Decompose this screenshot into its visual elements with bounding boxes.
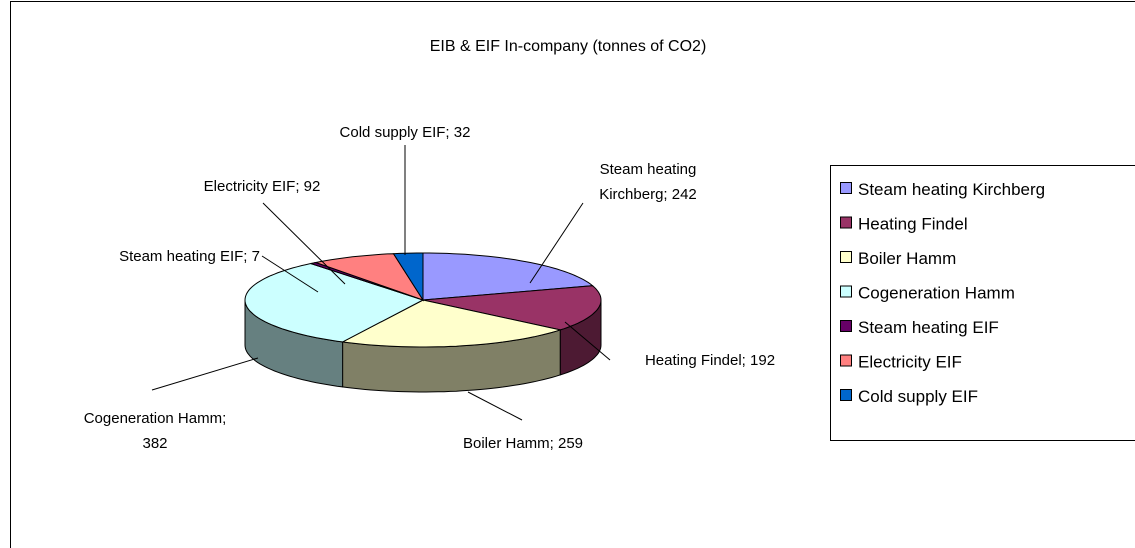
data-label: Steam heating Kirchberg; 242 bbox=[599, 161, 697, 203]
chart-title: EIB & EIF In-company (tonnes of CO2) bbox=[430, 38, 707, 55]
legend-label: Cogeneration Hamm bbox=[858, 284, 1015, 303]
legend-swatch bbox=[840, 182, 852, 194]
pie-slice bbox=[422, 285, 602, 331]
pie-slice bbox=[422, 252, 594, 301]
pie-slice bbox=[313, 253, 425, 301]
leader-line bbox=[564, 321, 611, 361]
pie-slice bbox=[244, 262, 425, 343]
pie-slice bbox=[392, 252, 424, 302]
legend-label: Cold supply EIF bbox=[858, 387, 978, 406]
legend-swatch bbox=[840, 216, 852, 229]
legend-label: Boiler Hamm bbox=[858, 249, 956, 268]
data-label: Heating Findel; 192 bbox=[644, 352, 776, 369]
legend-swatch bbox=[840, 320, 852, 332]
leader-line bbox=[467, 391, 523, 421]
legend-swatch bbox=[840, 251, 852, 263]
legend-box bbox=[830, 165, 1135, 441]
data-label: Electricity EIF; 92 bbox=[203, 178, 321, 195]
data-label: Cogeneration Hamm; 382 bbox=[83, 410, 227, 452]
pie-slice bbox=[340, 299, 563, 348]
leader-line bbox=[261, 255, 319, 293]
legend-swatch bbox=[840, 354, 852, 367]
data-label: Cold supply EIF; 32 bbox=[339, 124, 471, 141]
legend-label: Steam heating Kirchberg bbox=[858, 180, 1045, 199]
legend: Steam heating Kirchberg Heating Findel Boi… bbox=[830, 165, 1135, 441]
leader-line bbox=[262, 202, 346, 285]
legend-label: Heating Findel bbox=[858, 215, 968, 234]
legend-label: Steam heating EIF bbox=[858, 318, 999, 337]
leader-line bbox=[151, 357, 259, 391]
legend-swatch bbox=[840, 389, 852, 401]
data-label: Boiler Hamm; 259 bbox=[462, 435, 584, 452]
legend-swatch bbox=[840, 285, 852, 298]
leader-line bbox=[529, 202, 584, 284]
data-label: Steam heating EIF; 7 bbox=[119, 248, 260, 265]
legend-label: Electricity EIF bbox=[858, 353, 962, 372]
